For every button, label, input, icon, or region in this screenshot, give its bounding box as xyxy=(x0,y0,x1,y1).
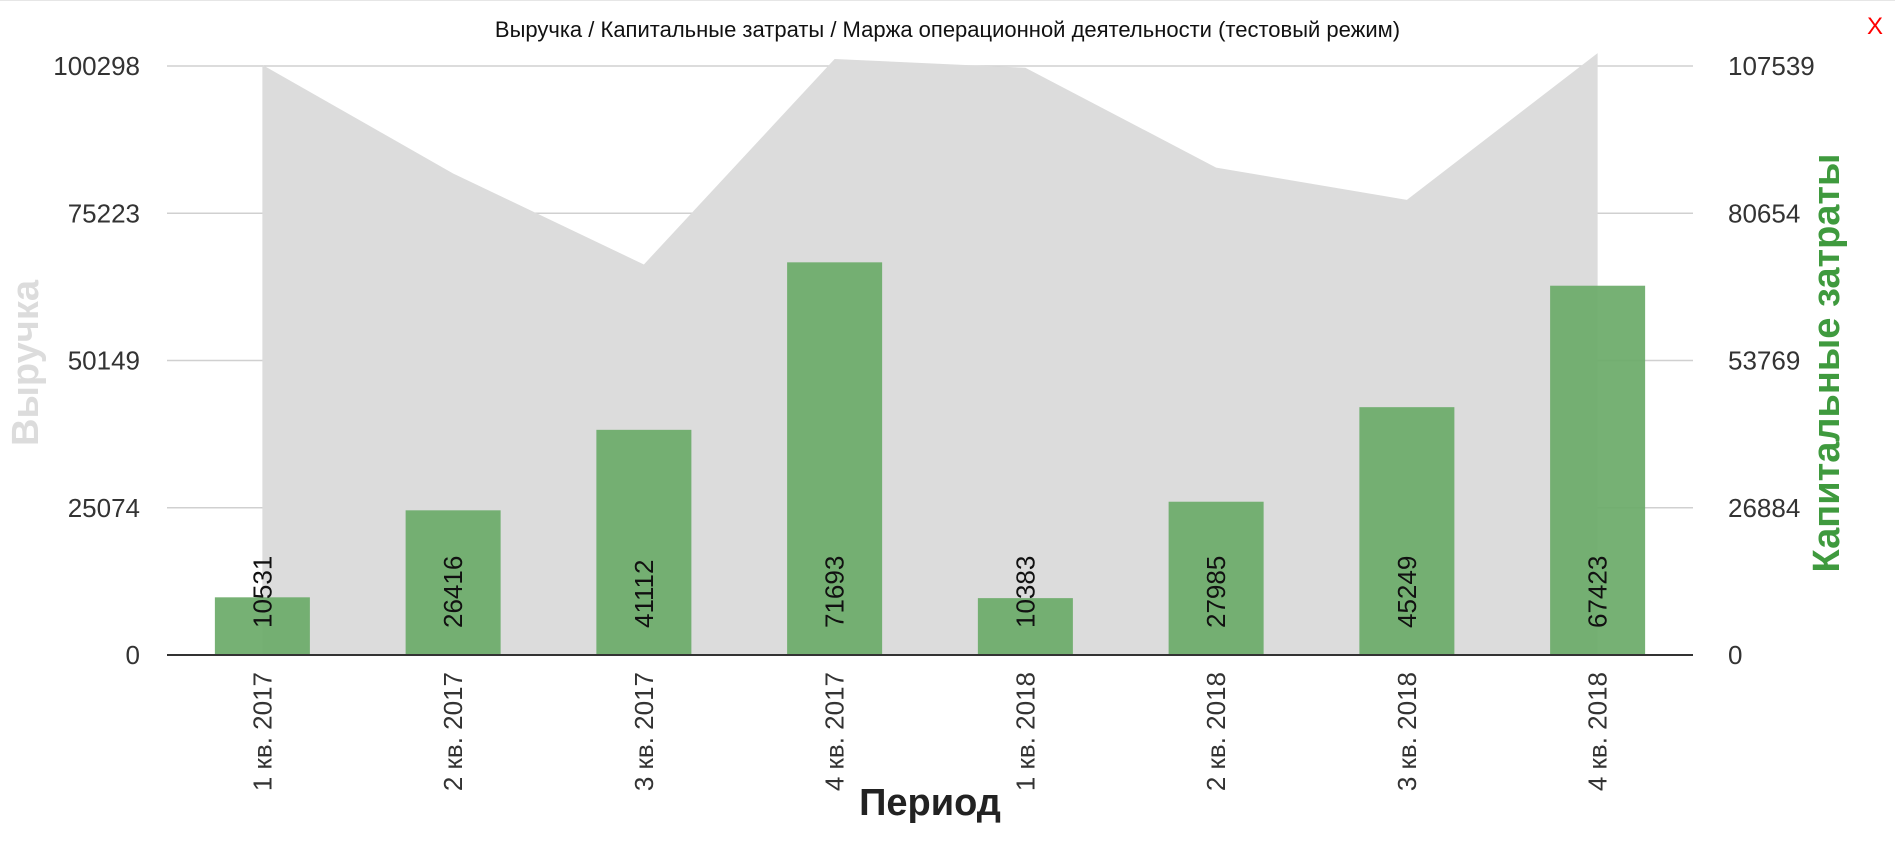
category-label: 3 кв. 2017 xyxy=(629,672,659,791)
data-label: 41112 xyxy=(629,560,659,628)
capex-bar[interactable] xyxy=(977,598,1073,655)
category-label: 2 кв. 2017 xyxy=(438,672,468,791)
right-tick-label: 26884 xyxy=(1728,493,1800,523)
data-label: 10383 xyxy=(1010,556,1040,628)
data-label: 71693 xyxy=(820,556,850,628)
data-label: 26416 xyxy=(438,556,468,628)
tick-labels: 0 25074 50149 75223 100298 0 26884 53769 80654 10… xyxy=(53,51,1815,791)
data-label: 45249 xyxy=(1392,556,1422,628)
left-tick-label: 50149 xyxy=(68,346,140,376)
capex-bar[interactable] xyxy=(214,597,310,655)
close-button[interactable]: X xyxy=(1866,13,1883,40)
category-label: 3 кв. 2018 xyxy=(1392,672,1422,791)
chart-title: Выручка / Капитальные затраты / Маржа оп… xyxy=(494,17,1401,42)
category-label: 4 кв. 2017 xyxy=(820,672,850,791)
capex-bars-layer xyxy=(214,262,1646,655)
left-axis-title: Выручка xyxy=(5,279,47,446)
data-label: 10531 xyxy=(247,556,277,628)
x-axis-title: Период xyxy=(859,782,1001,824)
capex-bar[interactable] xyxy=(1359,407,1455,655)
revenue-area-layer xyxy=(262,53,1598,656)
right-tick-label: 0 xyxy=(1728,640,1742,670)
capex-bar[interactable] xyxy=(405,510,501,655)
category-label: 2 кв. 2018 xyxy=(1201,672,1231,791)
right-tick-label: 107539 xyxy=(1728,51,1815,81)
right-axis-title: Капитальные затраты xyxy=(1806,154,1848,573)
left-tick-label: 75223 xyxy=(68,198,140,228)
capex-bar[interactable] xyxy=(596,429,692,655)
right-tick-label: 80654 xyxy=(1728,198,1800,228)
revenue-area xyxy=(262,53,1598,656)
data-label: 27985 xyxy=(1201,556,1231,628)
left-tick-label: 100298 xyxy=(53,51,140,81)
capex-bar[interactable] xyxy=(787,262,883,655)
data-labels: 10531 26416 41112 71693 10383 27985 45249 67423 xyxy=(247,556,1612,628)
capex-bar[interactable] xyxy=(1550,285,1646,655)
category-label: 1 кв. 2018 xyxy=(1010,672,1040,791)
data-label: 67423 xyxy=(1583,556,1613,628)
category-label: 1 кв. 2017 xyxy=(247,672,277,791)
left-tick-label: 25074 xyxy=(68,493,140,523)
capex-bar[interactable] xyxy=(1168,501,1264,655)
left-tick-label: 0 xyxy=(126,640,140,670)
right-tick-label: 53769 xyxy=(1728,346,1800,376)
category-label: 4 кв. 2018 xyxy=(1583,672,1613,791)
top-divider xyxy=(0,0,1895,1)
